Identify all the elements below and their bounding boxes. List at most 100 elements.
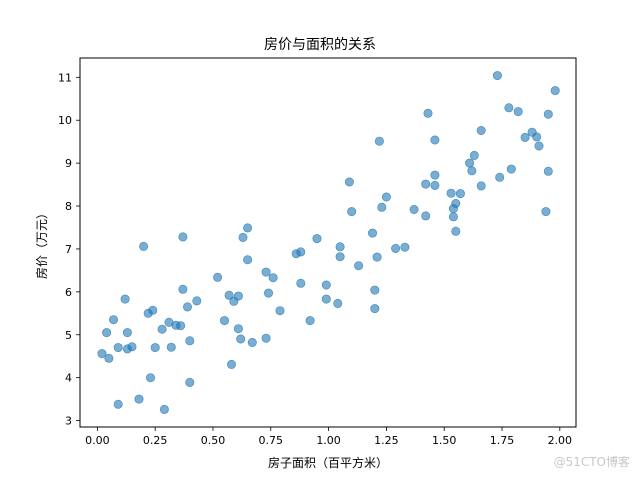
data-point: [430, 180, 440, 190]
data-point: [192, 296, 202, 306]
data-point: [305, 316, 315, 326]
data-point: [448, 212, 458, 222]
data-point: [465, 158, 475, 168]
y-tick-label: 6: [65, 286, 72, 299]
data-point: [261, 267, 271, 277]
data-point: [238, 232, 248, 242]
y-tick-label: 3: [65, 415, 72, 428]
data-point: [113, 343, 123, 353]
data-point: [296, 278, 306, 288]
x-tick-label: 1.75: [490, 434, 515, 447]
data-point: [178, 232, 188, 242]
data-point: [113, 399, 123, 409]
data-point: [381, 192, 391, 202]
data-point: [134, 394, 144, 404]
y-tick-label: 7: [65, 243, 72, 256]
data-point: [157, 324, 167, 334]
data-point: [102, 328, 112, 338]
data-point: [504, 103, 514, 113]
y-axis: 3 4 5 6 7 8 9 10 11: [58, 71, 80, 428]
data-point: [430, 170, 440, 180]
x-tick-label: 2.00: [548, 434, 573, 447]
data-point: [421, 179, 431, 189]
data-point: [354, 261, 364, 271]
data-point: [532, 132, 542, 142]
y-tick-label: 9: [65, 157, 72, 170]
data-point: [370, 304, 380, 314]
x-tick-label: 0.75: [259, 434, 284, 447]
chart-title: 房价与面积的关系: [264, 37, 376, 53]
data-point: [467, 166, 477, 176]
x-tick-label: 0.25: [143, 434, 168, 447]
data-point: [183, 302, 193, 312]
data-point: [122, 328, 132, 338]
data-point: [178, 284, 188, 294]
data-point: [543, 109, 553, 119]
data-point: [335, 252, 345, 262]
data-point: [347, 207, 357, 217]
data-point: [550, 86, 560, 96]
data-point: [543, 166, 553, 176]
data-point: [263, 288, 273, 298]
data-point: [476, 126, 486, 136]
data-point: [148, 305, 158, 315]
data-point: [213, 272, 223, 282]
x-tick-label: 0.00: [85, 434, 110, 447]
data-point: [139, 241, 149, 251]
data-point: [296, 247, 306, 257]
y-tick-label: 8: [65, 200, 72, 213]
data-point: [409, 205, 419, 215]
y-tick-label: 10: [58, 114, 72, 127]
axes-frame: [79, 57, 577, 428]
data-point: [233, 324, 243, 334]
data-point: [469, 150, 479, 160]
data-point: [220, 316, 230, 326]
y-tick-label: 5: [65, 329, 72, 342]
data-point: [370, 285, 380, 295]
data-point: [391, 244, 401, 254]
data-point: [321, 280, 331, 290]
data-point: [495, 172, 505, 182]
y-axis-label: 房价（万元）: [34, 207, 49, 279]
x-tick-label: 1.25: [374, 434, 399, 447]
data-point: [451, 199, 461, 209]
data-point: [513, 107, 523, 117]
data-point: [430, 135, 440, 145]
data-point: [367, 228, 377, 238]
watermark: @51CTO博客: [553, 455, 630, 469]
data-point: [506, 164, 516, 174]
data-point: [344, 177, 354, 187]
data-point: [312, 234, 322, 244]
data-point: [185, 336, 195, 346]
data-point: [109, 315, 119, 325]
data-point: [233, 291, 243, 301]
data-point: [374, 136, 384, 146]
x-axis-label: 房子面积（百平方米）: [268, 455, 388, 470]
data-point: [476, 181, 486, 191]
data-point: [185, 377, 195, 387]
data-point: [127, 342, 137, 352]
x-axis: 0.00 0.25 0.50 0.75 1.00 1.25 1.50 1.75 2.00: [85, 427, 572, 447]
y-tick-label: 11: [58, 71, 72, 84]
data-point: [268, 273, 278, 283]
data-point: [227, 359, 237, 369]
data-point: [321, 294, 331, 304]
x-tick-label: 1.50: [432, 434, 457, 447]
data-point: [275, 306, 285, 316]
data-point: [243, 223, 253, 233]
data-point: [176, 321, 186, 331]
data-point: [120, 294, 130, 304]
data-point: [446, 188, 456, 198]
data-point: [423, 108, 433, 118]
plot-area: [97, 71, 560, 414]
x-tick-label: 1.00: [316, 434, 341, 447]
data-point: [150, 343, 160, 353]
data-point: [372, 252, 382, 262]
data-point: [247, 337, 257, 347]
data-point: [335, 242, 345, 252]
data-point: [243, 255, 253, 265]
data-point: [261, 333, 271, 343]
data-point: [520, 132, 530, 142]
data-point: [333, 298, 343, 308]
